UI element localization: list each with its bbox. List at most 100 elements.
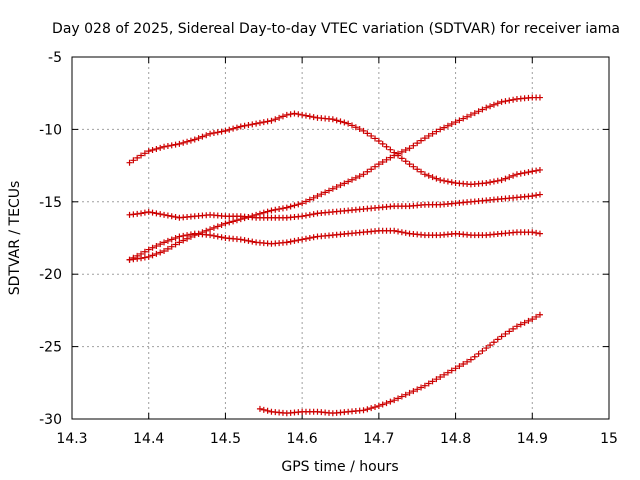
data-point xyxy=(437,374,444,381)
data-point xyxy=(310,211,317,218)
data-point xyxy=(210,224,217,231)
data-point xyxy=(176,233,183,240)
data-point xyxy=(161,143,168,150)
data-point xyxy=(145,148,152,155)
series-track-3 xyxy=(126,227,543,263)
data-point xyxy=(441,371,448,378)
data-point xyxy=(398,393,405,400)
data-point xyxy=(260,119,267,126)
data-point xyxy=(510,96,517,103)
data-point xyxy=(471,110,478,117)
data-point xyxy=(437,177,444,184)
data-point xyxy=(187,233,194,240)
data-point xyxy=(406,145,413,152)
data-point xyxy=(364,130,371,137)
data-point xyxy=(387,398,394,405)
data-point xyxy=(383,156,390,163)
data-point xyxy=(360,127,367,134)
y-tick-label: -25 xyxy=(39,340,62,356)
data-point xyxy=(521,319,528,326)
data-point xyxy=(149,209,156,216)
data-point xyxy=(230,125,237,132)
data-point xyxy=(310,114,317,121)
data-point xyxy=(237,236,244,243)
data-point xyxy=(510,172,517,179)
data-point xyxy=(322,189,329,196)
data-point xyxy=(395,228,402,235)
data-point xyxy=(329,116,336,123)
data-point xyxy=(421,135,428,142)
data-point xyxy=(161,211,168,218)
y-tick-label: -10 xyxy=(39,122,62,138)
x-tick-label: 14.6 xyxy=(287,431,318,447)
data-point xyxy=(337,182,344,189)
data-point xyxy=(517,170,524,177)
data-point xyxy=(536,230,543,237)
data-point xyxy=(379,158,386,165)
data-point xyxy=(398,148,405,155)
data-point xyxy=(364,168,371,175)
data-point xyxy=(276,114,283,121)
data-point xyxy=(410,142,417,149)
data-point xyxy=(161,248,168,255)
data-point xyxy=(490,101,497,108)
data-point xyxy=(444,122,451,129)
data-point xyxy=(299,111,306,118)
data-point xyxy=(203,132,210,139)
data-point xyxy=(502,98,509,105)
data-point xyxy=(299,236,306,243)
data-point xyxy=(414,166,421,173)
data-point xyxy=(233,217,240,224)
data-point xyxy=(467,356,474,363)
data-point xyxy=(513,323,520,330)
data-point xyxy=(318,191,325,198)
data-point xyxy=(487,179,494,186)
data-point xyxy=(429,174,436,181)
data-point xyxy=(199,229,206,236)
data-point xyxy=(268,117,275,124)
data-point xyxy=(306,235,313,241)
data-point xyxy=(295,237,302,244)
data-point xyxy=(456,363,463,370)
data-point xyxy=(283,204,290,211)
data-point xyxy=(471,353,478,360)
data-point xyxy=(230,218,237,225)
data-point xyxy=(418,168,425,175)
data-point xyxy=(287,238,294,245)
data-point xyxy=(425,172,432,179)
data-point xyxy=(256,405,263,412)
data-point xyxy=(218,234,225,241)
data-point xyxy=(302,112,309,119)
data-point xyxy=(483,345,490,352)
x-tick-label: 14.4 xyxy=(133,431,164,447)
data-point xyxy=(180,139,187,146)
grid xyxy=(72,57,609,419)
data-point xyxy=(329,185,336,192)
data-point xyxy=(464,113,471,120)
data-point xyxy=(379,140,386,147)
y-tick-label: -30 xyxy=(39,412,62,428)
x-tick-label: 14.8 xyxy=(440,431,471,447)
data-point xyxy=(448,179,455,186)
data-point xyxy=(368,166,375,173)
data-point xyxy=(460,115,467,122)
data-point xyxy=(525,317,532,324)
data-point xyxy=(349,122,356,129)
data-point xyxy=(264,208,271,215)
data-point xyxy=(256,119,263,126)
data-point xyxy=(529,229,536,236)
data-point xyxy=(164,212,171,219)
data-point xyxy=(295,201,302,208)
data-point xyxy=(264,118,271,125)
data-point xyxy=(157,249,164,256)
data-point xyxy=(276,206,283,213)
data-point xyxy=(164,237,171,244)
data-point xyxy=(210,130,217,137)
data-point xyxy=(149,244,156,251)
data-point xyxy=(479,106,486,113)
data-point xyxy=(222,127,229,134)
data-point xyxy=(402,158,409,165)
data-point xyxy=(157,211,164,218)
x-tick-label: 14.7 xyxy=(363,431,394,447)
